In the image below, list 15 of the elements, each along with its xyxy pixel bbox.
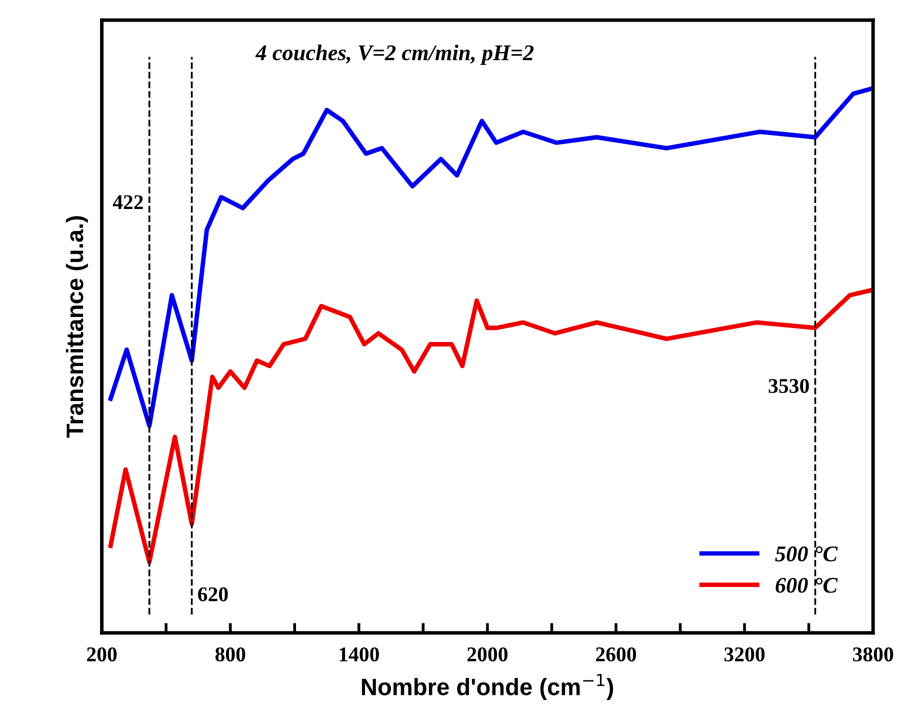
chart-title: 4 couches, V=2 cm/min, pH=2 <box>255 44 534 65</box>
ref-line-label: 3530 <box>768 378 809 394</box>
x-tick-label: 3800 <box>853 647 894 662</box>
y-axis-title: Transmittance (u.a.) <box>66 216 88 438</box>
x-tick-label: 200 <box>87 647 117 662</box>
ref-line-label: 422 <box>112 195 143 209</box>
x-tick-label: 2000 <box>467 647 508 662</box>
x-tick-label: 3200 <box>724 647 765 662</box>
legend-label: 500 °C <box>775 546 838 562</box>
x-tick-label: 800 <box>215 647 246 662</box>
x-tick-label: 2600 <box>596 647 636 662</box>
x-tick-label: 1400 <box>340 647 379 662</box>
legend-label: 600 °C <box>776 578 838 593</box>
ref-line-label: 620 <box>198 587 228 602</box>
x-axis-title: Nombre d'onde (cm$^{−1}$) <box>362 674 614 700</box>
